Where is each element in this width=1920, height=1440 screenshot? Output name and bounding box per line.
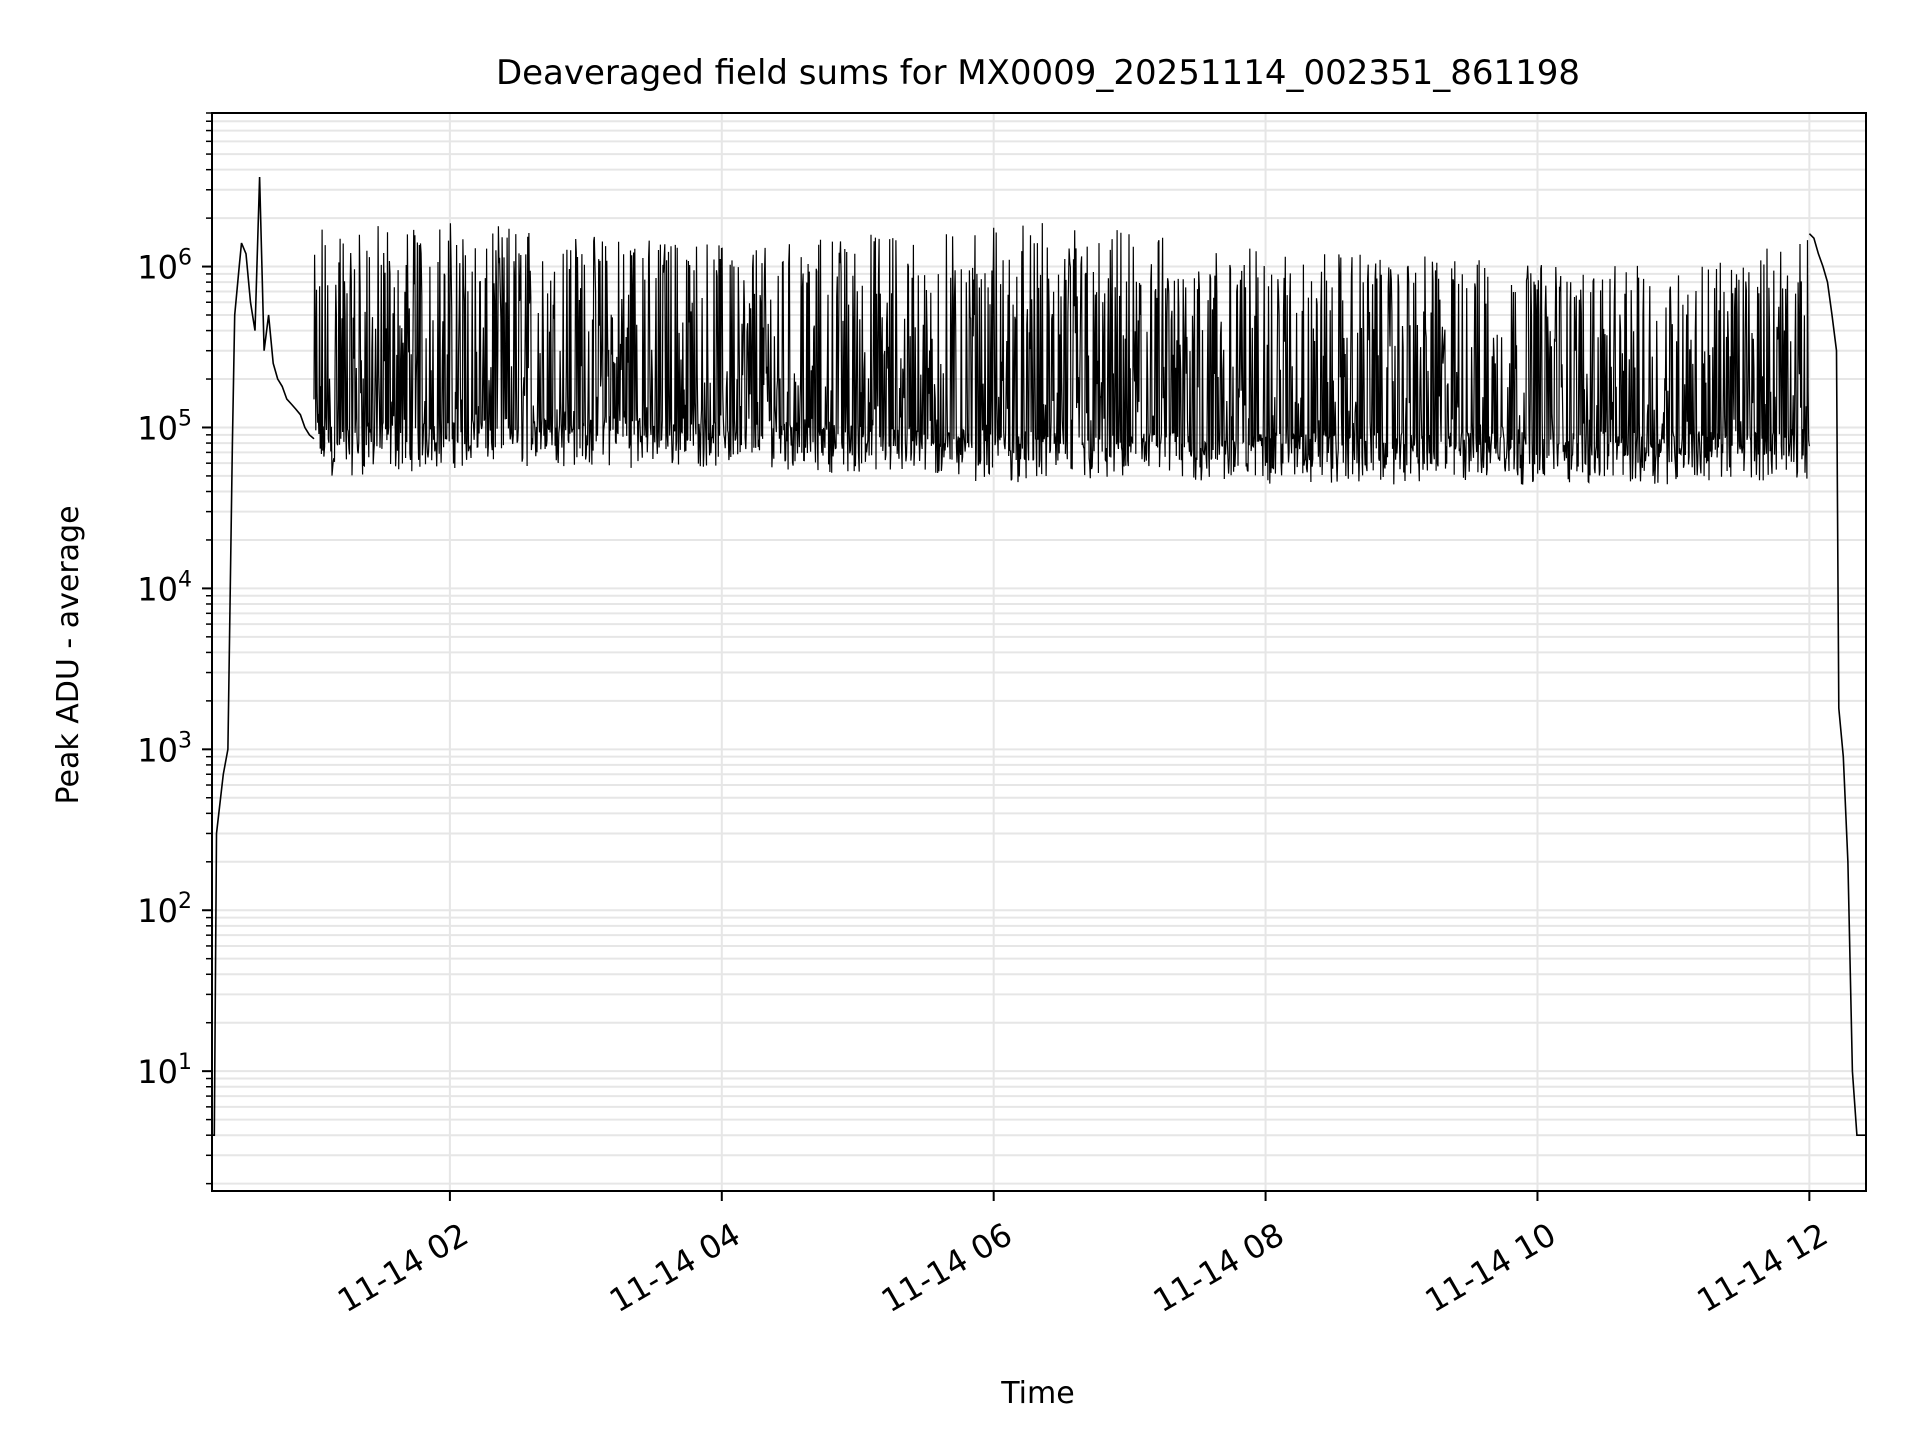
x-tick-label: 11-14 12	[1691, 1215, 1835, 1320]
y-tick-label: 101	[137, 1050, 192, 1091]
series-line-ramp-down	[1808, 233, 1866, 1136]
chart-title: Deaveraged field sums for MX0009_2025111…	[496, 53, 1580, 93]
series-line-ramp-up	[212, 176, 315, 1136]
y-axis: 101 102 103 104 105 106	[137, 112, 212, 1185]
y-tick-label: 105	[137, 406, 192, 447]
x-tick-label: 11-14 04	[603, 1215, 747, 1320]
plot-series	[212, 176, 1866, 1136]
x-tick-label: 11-14 08	[1147, 1215, 1291, 1320]
y-tick-label: 102	[137, 889, 192, 930]
y-axis-label: Peak ADU - average	[51, 505, 86, 804]
x-tick-label: 11-14 10	[1419, 1215, 1563, 1320]
y-tick-label: 103	[137, 728, 192, 769]
x-tick-label: 11-14 02	[331, 1215, 475, 1320]
series-line-noisy-band	[313, 223, 1810, 485]
y-tick-label: 104	[137, 567, 192, 608]
x-axis-label: Time	[1000, 1376, 1074, 1411]
x-tick-label: 11-14 06	[875, 1215, 1019, 1320]
y-tick-label: 106	[137, 246, 192, 287]
x-axis: 11-14 02 11-14 04 11-14 06 11-14 08 11-14 10…	[331, 1191, 1834, 1320]
